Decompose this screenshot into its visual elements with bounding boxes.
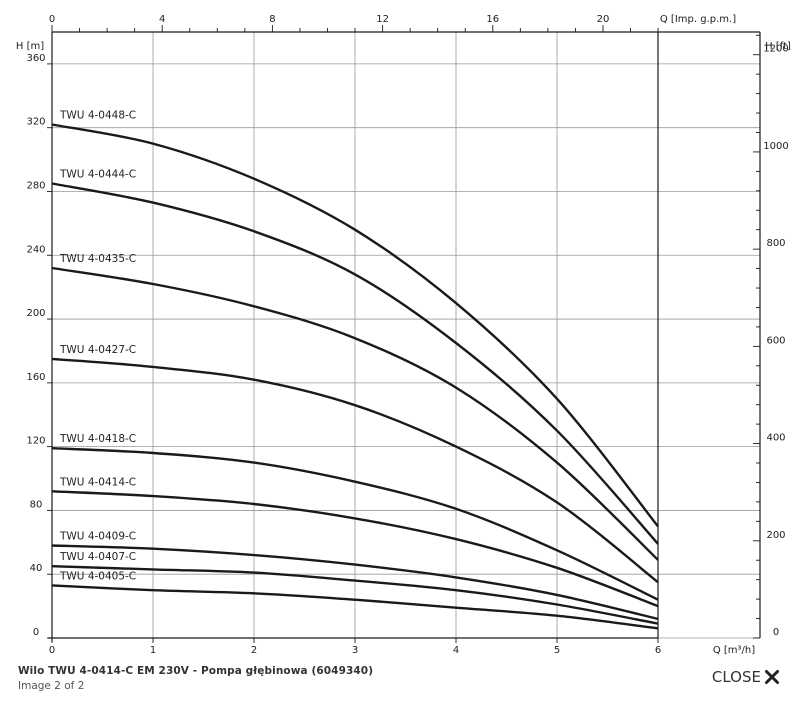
y-tick-label: 360	[26, 53, 45, 64]
x-axis-title: Q [m³/h]	[713, 645, 755, 656]
curve-label: TWU 4-0414-C	[59, 476, 136, 488]
pump-curve-line	[51, 447, 659, 601]
curve-label: TWU 4-0435-C	[59, 253, 136, 265]
curve-label: TWU 4-0418-C	[59, 433, 136, 445]
curve-label: TWU 4-0409-C	[59, 531, 136, 543]
close-icon	[765, 670, 779, 684]
right-y-axis-title: H [ft]	[765, 41, 791, 52]
top-x-axis-title: Q [Imp. g.p.m.]	[660, 14, 736, 25]
right-y-tick-label: 200	[766, 530, 785, 541]
top-x-tick-label: 4	[159, 14, 165, 25]
y-axis-title: H [m]	[16, 41, 44, 52]
pump-curve-line	[51, 490, 659, 608]
x-tick-label: 1	[150, 645, 156, 656]
x-tick-label: 3	[352, 645, 358, 656]
right-y-tick-label: 0	[773, 627, 779, 638]
top-x-tick-label: 12	[376, 14, 389, 25]
pump-curve-line	[51, 182, 659, 545]
top-x-tick-label: 16	[486, 14, 499, 25]
close-button[interactable]: CLOSE	[712, 666, 780, 688]
right-y-tick-label: 800	[766, 238, 785, 249]
y-tick-label: 0	[33, 627, 39, 638]
y-tick-label: 80	[30, 499, 43, 510]
y-tick-label: 120	[26, 436, 45, 447]
top-x-tick-label: 0	[49, 14, 55, 25]
top-x-tick-label: 8	[269, 14, 275, 25]
pump-curve-line	[51, 123, 659, 528]
x-tick-label: 0	[49, 645, 55, 656]
right-y-tick-label: 1000	[763, 141, 788, 152]
curve-label: TWU 4-0448-C	[59, 109, 136, 121]
y-tick-label: 160	[26, 372, 45, 383]
right-y-tick-label: 600	[766, 335, 785, 346]
right-y-tick-label: 400	[766, 433, 785, 444]
caption-title: Wilo TWU 4-0414-C EM 230V - Pompa głębin…	[18, 665, 374, 677]
pump-curve-line	[51, 565, 659, 625]
curve-label: TWU 4-0407-C	[59, 551, 136, 563]
pump-curve-line	[51, 357, 659, 584]
close-label: CLOSE	[711, 668, 761, 686]
x-tick-label: 5	[554, 645, 560, 656]
top-x-tick-label: 20	[597, 14, 610, 25]
pump-curve-line	[51, 584, 659, 630]
y-tick-label: 320	[26, 117, 45, 128]
curve-label: TWU 4-0427-C	[59, 344, 136, 356]
image-counter: Image 2 of 2	[18, 680, 85, 692]
y-tick-label: 40	[30, 563, 43, 574]
pump-curve-line	[51, 544, 659, 621]
y-tick-label: 200	[26, 308, 45, 319]
y-tick-label: 240	[26, 244, 45, 255]
curve-label: TWU 4-0444-C	[59, 169, 136, 181]
curve-label: TWU 4-0405-C	[59, 570, 136, 582]
pump-curve-line	[51, 266, 659, 561]
x-tick-label: 2	[251, 645, 257, 656]
y-tick-label: 280	[26, 180, 45, 191]
x-tick-label: 4	[453, 645, 459, 656]
image-caption: Wilo TWU 4-0414-C EM 230V - Pompa głębin…	[18, 665, 373, 692]
x-tick-label: 6	[655, 645, 661, 656]
right-y-tick-label: 1200	[763, 44, 788, 55]
